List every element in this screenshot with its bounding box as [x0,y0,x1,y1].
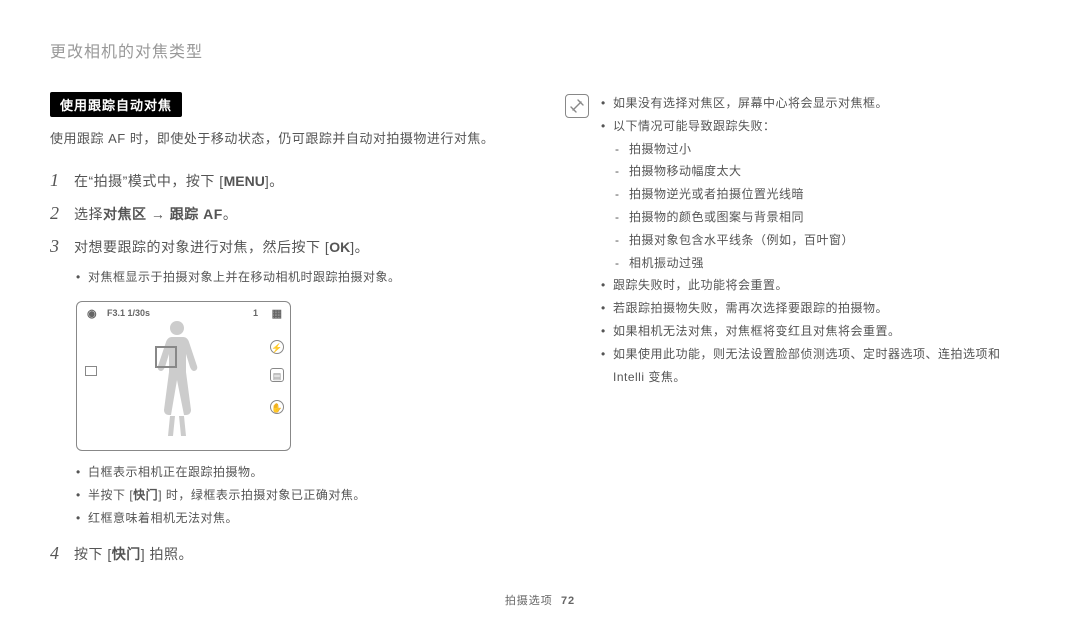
menu-key: MENU [224,173,265,189]
note-list: 如果没有选择对焦区，屏幕中心将会显示对焦框。 以下情况可能导致跟踪失败： 拍摄物… [601,92,1030,388]
step-num: 1 [50,170,74,191]
step-text: 选择对焦区 → 跟踪 AF。 [74,201,237,228]
sub: 拍摄物移动幅度太大 [615,160,1030,183]
person-silhouette [150,321,205,439]
note-icon [565,94,589,118]
shutter-key: 快门 [112,546,141,562]
step-after: ]。 [265,173,284,189]
step-text: 对想要跟踪的对象进行对焦，然后按下 [OK]。 [74,234,369,261]
step-2: 2 选择对焦区 → 跟踪 AF。 [50,201,525,228]
step-4: 4 按下 [快门] 拍照。 [50,541,525,568]
mode-icon: ◉ [87,307,97,320]
t: ] 时，绿框表示拍摄对象已正确对焦。 [158,488,366,502]
lcd-exposure: F3.1 1/30s [107,308,150,318]
drive-icon [85,366,97,376]
sub: 相机振动过强 [615,252,1030,275]
step-text: 按下 [快门] 拍照。 [74,541,193,568]
frame-bullets: 白框表示相机正在跟踪拍摄物。 半按下 [快门] 时，绿框表示拍摄对象已正确对焦。… [50,461,525,529]
step3-sub: 对焦框显示于拍摄对象上并在移动相机时跟踪拍摄对象。 [50,266,525,289]
step-after: 。 [223,206,238,222]
note-sub: 拍摄物过小 拍摄物移动幅度太大 拍摄物逆光或者拍摄位置光线暗 拍摄物的颜色或图案… [613,138,1030,275]
step-before: 选择 [74,206,103,222]
lcd-preview: F3.1 1/30s ◉ 1 ▦ ⚡ ▤ ✋ [76,301,291,451]
flash-icon: ⚡ [270,340,284,354]
note: 如果相机无法对焦，对焦框将变红且对焦将会重置。 [601,320,1030,343]
right-column: 如果没有选择对焦区，屏幕中心将会显示对焦框。 以下情况可能导致跟踪失败： 拍摄物… [565,92,1030,574]
columns: 使用跟踪自动对焦 使用跟踪 AF 时，即使处于移动状态，仍可跟踪并自动对拍摄物进… [50,92,1030,574]
hand-icon: ✋ [270,400,284,414]
step-after: ]。 [350,239,369,255]
step-num: 4 [50,543,74,564]
ok-key: OK [329,239,350,255]
t: 半按下 [ [88,488,133,502]
intro-text: 使用跟踪 AF 时，即使处于移动状态，仍可跟踪并自动对拍摄物进行对焦。 [50,127,525,150]
bullet: 半按下 [快门] 时，绿框表示拍摄对象已正确对焦。 [76,484,525,507]
footer: 拍摄选项 72 [0,592,1080,608]
note: 以下情况可能导致跟踪失败： 拍摄物过小 拍摄物移动幅度太大 拍摄物逆光或者拍摄位… [601,115,1030,275]
footer-page: 72 [561,595,575,607]
bullet: 白框表示相机正在跟踪拍摄物。 [76,461,525,484]
page-title: 更改相机的对焦类型 [50,38,1030,62]
step-1: 1 在“拍摄”模式中，按下 [MENU]。 [50,168,525,195]
t: 以下情况可能导致跟踪失败： [613,119,776,133]
section-label: 使用跟踪自动对焦 [50,92,182,117]
count-icon: 1 [253,308,258,318]
battery-icon: ▦ [272,307,282,320]
note: 如果使用此功能，则无法设置脸部侦测选项、定时器选项、连拍选项和 Intelli … [601,343,1030,389]
note: 若跟踪拍摄物失败，需再次选择要跟踪的拍摄物。 [601,297,1030,320]
footer-section: 拍摄选项 [505,595,553,607]
focus-square [155,346,177,368]
step-text: 在“拍摄”模式中，按下 [MENU]。 [74,168,284,195]
bullet: 对焦框显示于拍摄对象上并在移动相机时跟踪拍摄对象。 [76,266,525,289]
step-before: 在“拍摄”模式中，按下 [ [74,173,224,189]
step-num: 2 [50,203,74,224]
sub: 拍摄物逆光或者拍摄位置光线暗 [615,183,1030,206]
step-before: 对想要跟踪的对象进行对焦，然后按下 [ [74,239,329,255]
left-column: 使用跟踪自动对焦 使用跟踪 AF 时，即使处于移动状态，仍可跟踪并自动对拍摄物进… [50,92,525,574]
step-before: 按下 [ [74,546,112,562]
sub: 拍摄物过小 [615,138,1030,161]
shutter-key: 快门 [133,488,158,502]
sub: 拍摄物的颜色或图案与背景相同 [615,206,1030,229]
step-3: 3 对想要跟踪的对象进行对焦，然后按下 [OK]。 [50,234,525,261]
step-num: 3 [50,236,74,257]
sub: 拍摄对象包含水平线条（例如，百叶窗） [615,229,1030,252]
note-box: 如果没有选择对焦区，屏幕中心将会显示对焦框。 以下情况可能导致跟踪失败： 拍摄物… [565,92,1030,388]
note: 如果没有选择对焦区，屏幕中心将会显示对焦框。 [601,92,1030,115]
mode-icon-2: ▤ [270,368,284,382]
step-after: ] 拍照。 [141,546,193,562]
focus-path: 对焦区 → 跟踪 AF [103,206,223,222]
bullet: 红框意味着相机无法对焦。 [76,507,525,530]
note: 跟踪失败时，此功能将会重置。 [601,274,1030,297]
